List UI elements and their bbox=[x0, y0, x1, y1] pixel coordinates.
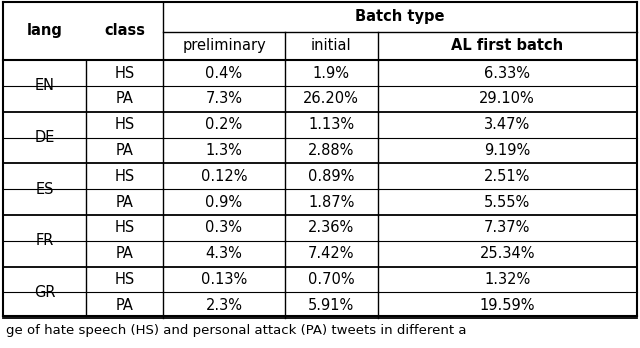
Text: 1.3%: 1.3% bbox=[205, 143, 243, 158]
Text: DE: DE bbox=[35, 130, 55, 145]
Text: 5.91%: 5.91% bbox=[308, 298, 355, 313]
Text: 5.55%: 5.55% bbox=[484, 195, 531, 209]
Text: 2.36%: 2.36% bbox=[308, 220, 355, 236]
Text: PA: PA bbox=[116, 92, 134, 106]
Text: preliminary: preliminary bbox=[182, 38, 266, 54]
Text: FR: FR bbox=[36, 234, 54, 248]
Text: PA: PA bbox=[116, 298, 134, 313]
Text: 19.59%: 19.59% bbox=[479, 298, 535, 313]
Text: initial: initial bbox=[311, 38, 351, 54]
Text: Batch type: Batch type bbox=[355, 9, 445, 24]
Text: PA: PA bbox=[116, 195, 134, 209]
Text: 1.32%: 1.32% bbox=[484, 272, 531, 287]
Text: 2.88%: 2.88% bbox=[308, 143, 355, 158]
Text: 25.34%: 25.34% bbox=[479, 246, 535, 261]
Text: EN: EN bbox=[35, 79, 55, 94]
Text: AL first batch: AL first batch bbox=[451, 38, 563, 54]
Text: 0.9%: 0.9% bbox=[205, 195, 243, 209]
Text: 7.3%: 7.3% bbox=[205, 92, 243, 106]
Text: 26.20%: 26.20% bbox=[303, 92, 359, 106]
Text: 9.19%: 9.19% bbox=[484, 143, 531, 158]
Text: 0.13%: 0.13% bbox=[201, 272, 247, 287]
Text: class: class bbox=[104, 23, 145, 38]
Text: lang: lang bbox=[27, 23, 63, 38]
Text: 2.51%: 2.51% bbox=[484, 169, 531, 184]
Text: 0.89%: 0.89% bbox=[308, 169, 355, 184]
Text: HS: HS bbox=[115, 117, 135, 132]
Text: ES: ES bbox=[36, 182, 54, 197]
Text: 2.3%: 2.3% bbox=[205, 298, 243, 313]
Text: 1.87%: 1.87% bbox=[308, 195, 355, 209]
Text: HS: HS bbox=[115, 220, 135, 236]
Text: ge of hate speech (HS) and personal attack (PA) tweets in different a: ge of hate speech (HS) and personal atta… bbox=[6, 324, 467, 337]
Text: 29.10%: 29.10% bbox=[479, 92, 535, 106]
Text: 1.9%: 1.9% bbox=[313, 65, 349, 81]
Text: 4.3%: 4.3% bbox=[205, 246, 243, 261]
Text: HS: HS bbox=[115, 169, 135, 184]
Text: HS: HS bbox=[115, 272, 135, 287]
Text: 7.42%: 7.42% bbox=[308, 246, 355, 261]
Text: 6.33%: 6.33% bbox=[484, 65, 530, 81]
Text: 0.2%: 0.2% bbox=[205, 117, 243, 132]
Text: PA: PA bbox=[116, 246, 134, 261]
Text: 3.47%: 3.47% bbox=[484, 117, 531, 132]
Text: 1.13%: 1.13% bbox=[308, 117, 355, 132]
Text: PA: PA bbox=[116, 143, 134, 158]
Text: 0.70%: 0.70% bbox=[308, 272, 355, 287]
Text: GR: GR bbox=[34, 285, 56, 300]
Text: HS: HS bbox=[115, 65, 135, 81]
Text: 0.4%: 0.4% bbox=[205, 65, 243, 81]
Text: 7.37%: 7.37% bbox=[484, 220, 531, 236]
Text: 0.12%: 0.12% bbox=[201, 169, 247, 184]
Text: 0.3%: 0.3% bbox=[205, 220, 243, 236]
